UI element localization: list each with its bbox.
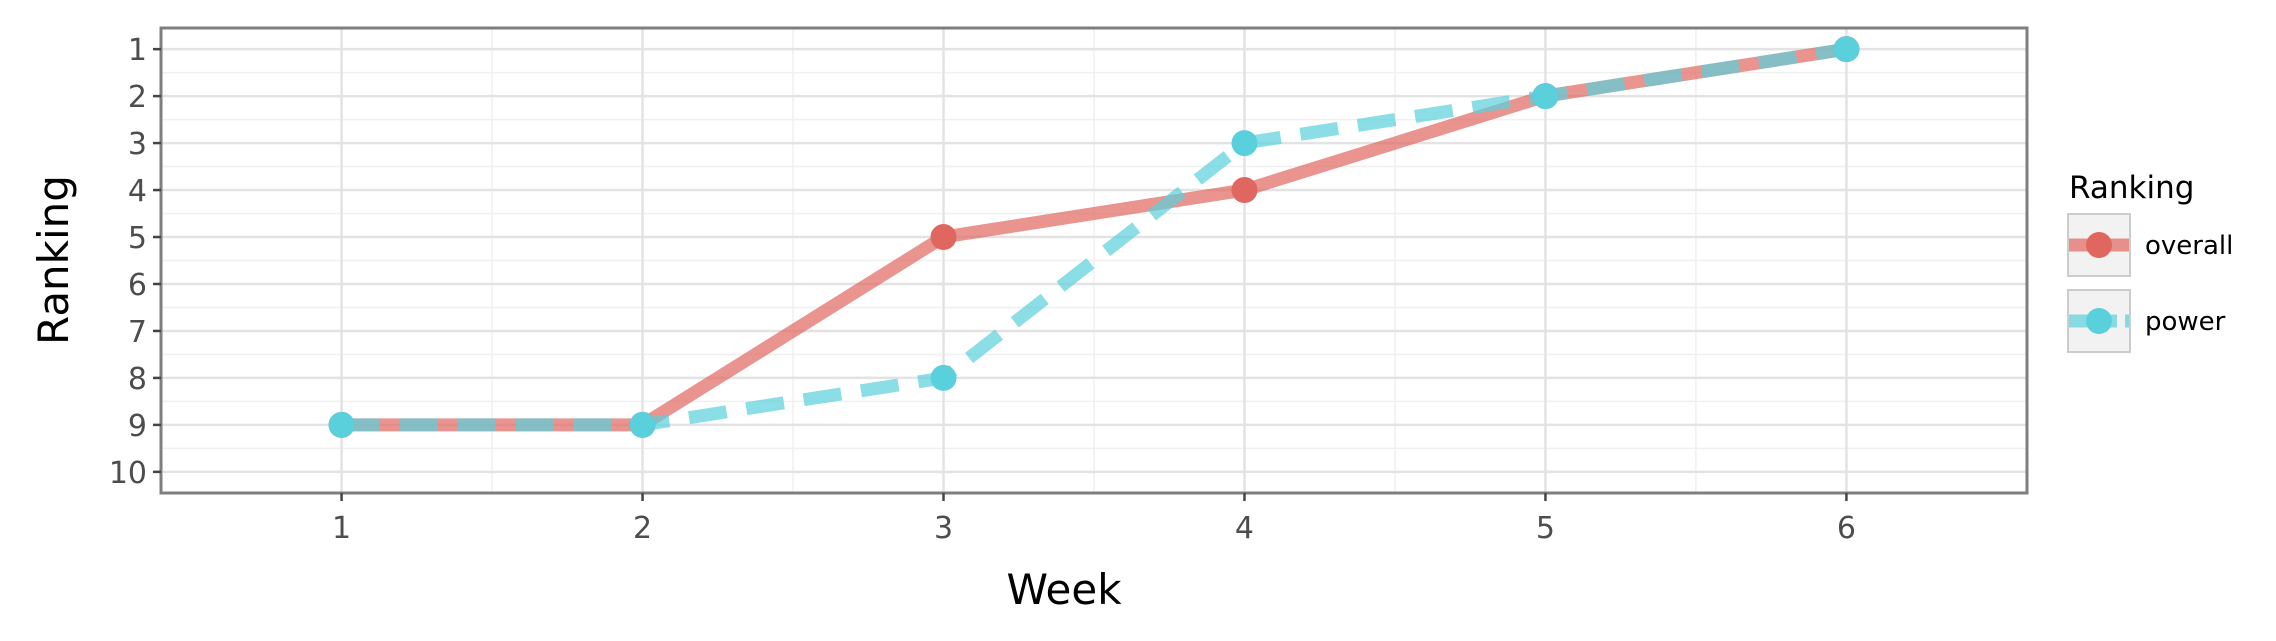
x-tick-label: 6 [1837,511,1856,546]
x-tick-label: 1 [332,511,351,546]
grid-major [161,28,2027,493]
x-axis: 1 2 3 4 5 6 [332,493,1856,546]
x-tick-label: 4 [1235,511,1254,546]
y-tick-label: 6 [128,268,147,303]
data-point-overall [930,224,957,251]
series-line-power [341,42,1848,432]
data-point-power [1833,36,1860,63]
y-tick-label: 1 [128,33,147,68]
legend: Ranking overall power [2067,170,2233,353]
data-point-overall [1231,177,1258,204]
y-tick-label: 9 [128,409,147,444]
y-tick-label: 8 [128,362,147,397]
data-point-power [1532,83,1559,110]
y-tick-label: 2 [128,80,147,115]
y-axis: 1 2 3 4 5 6 7 8 9 10 [109,33,161,491]
data-point-power [629,411,656,438]
grid-minor [161,28,2027,493]
x-tick-label: 3 [934,511,953,546]
data-point-power [930,364,957,391]
y-tick-label: 10 [109,456,147,491]
legend-point-power [2086,308,2112,334]
y-tick-label: 4 [128,174,147,209]
y-axis-title: Ranking [29,175,78,345]
data-point-power [328,411,355,438]
legend-title: Ranking [2069,170,2194,206]
legend-point-overall [2086,232,2112,258]
series-layer [328,36,1860,438]
y-tick-label: 7 [128,315,147,350]
y-tick-label: 3 [128,127,147,162]
plot-border [159,26,2029,495]
legend-label-overall: overall [2145,231,2233,261]
x-axis-title: Week [1006,565,1122,614]
x-tick-label: 5 [1536,511,1555,546]
y-tick-label: 5 [128,221,147,256]
legend-label-power: power [2145,307,2226,337]
data-point-power [1231,130,1258,157]
x-tick-label: 2 [633,511,652,546]
